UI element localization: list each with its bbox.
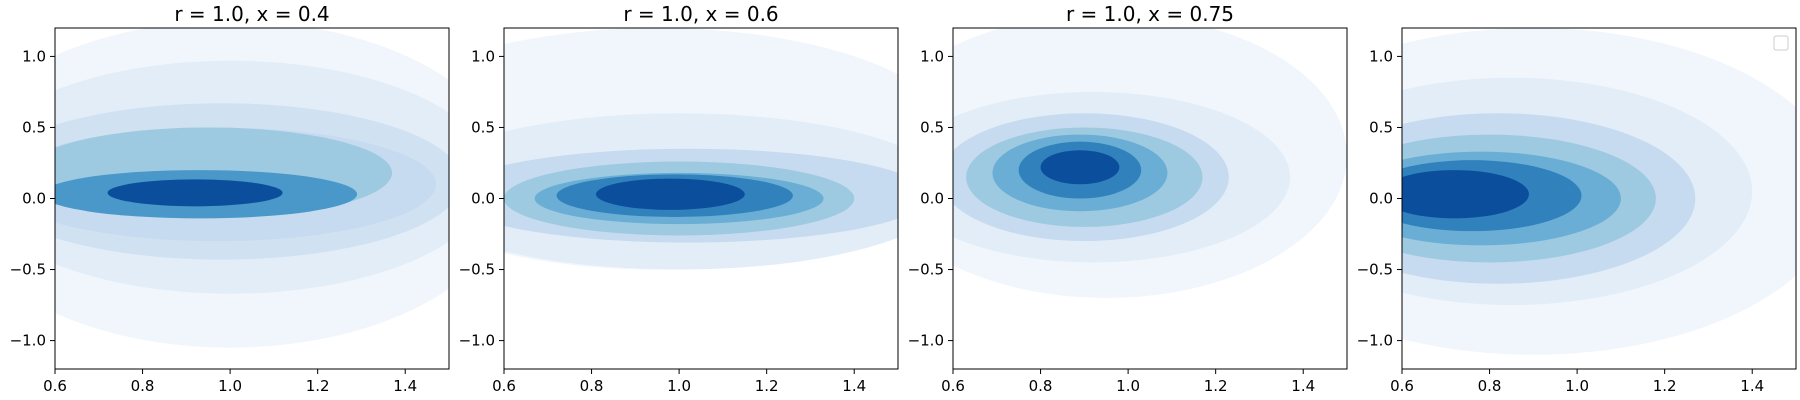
y-tick-label: 0.5 <box>22 118 46 136</box>
density-contours <box>55 28 449 348</box>
density-contours <box>953 28 1347 298</box>
x-tick-label: 1.2 <box>1204 377 1228 395</box>
subplot-2: 0.6 0.8 1.0 1.2 1.4 −1.0 −0.5 0.0 0.5 1.0 r = 1.0,… <box>459 2 899 395</box>
y-tick-label: 1.0 <box>920 47 944 65</box>
x-tick-label: 1.2 <box>1653 377 1677 395</box>
y-tick-label: −0.5 <box>908 261 944 279</box>
x-tick-label: 1.0 <box>1565 377 1589 395</box>
y-tick-label: −1.0 <box>459 332 495 350</box>
x-tick-label: 1.4 <box>393 377 417 395</box>
x-tick-label: 0.6 <box>492 377 516 395</box>
x-tick-label: 1.2 <box>755 377 779 395</box>
subplot-title: r = 1.0, x = 0.75 <box>1066 2 1234 26</box>
y-tick-label: 0.5 <box>471 118 495 136</box>
density-contours <box>504 28 898 270</box>
y-tick-label: −0.5 <box>10 261 46 279</box>
subplot-1: 0.6 0.8 1.0 1.2 1.4 −1.0 −0.5 0.0 0.5 1.0 r = 1.0,… <box>10 2 450 395</box>
contour-level-7 <box>595 178 745 210</box>
y-tick-label: −1.0 <box>10 332 46 350</box>
x-tick-label: 1.4 <box>842 377 866 395</box>
x-tick-label: 1.0 <box>1116 377 1140 395</box>
contour-level-7 <box>1402 170 1529 219</box>
x-tick-label: 0.8 <box>580 377 604 395</box>
y-tick-label: −1.0 <box>1357 332 1393 350</box>
x-tick-label: 1.4 <box>1740 377 1764 395</box>
contour-level-7 <box>107 179 283 207</box>
y-tick-label: 0.0 <box>471 190 495 208</box>
y-tick-label: 0.5 <box>920 118 944 136</box>
x-tick-label: 0.6 <box>43 377 67 395</box>
x-tick-label: 0.8 <box>1478 377 1502 395</box>
x-tick-label: 1.0 <box>667 377 691 395</box>
x-tick-label: 1.2 <box>306 377 330 395</box>
y-tick-label: 1.0 <box>471 47 495 65</box>
y-tick-label: −0.5 <box>459 261 495 279</box>
y-tick-label: −0.5 <box>1357 261 1393 279</box>
y-tick-label: 1.0 <box>1369 47 1393 65</box>
y-tick-label: 0.0 <box>22 190 46 208</box>
x-tick-label: 0.8 <box>131 377 155 395</box>
x-tick-label: 0.8 <box>1029 377 1053 395</box>
y-tick-label: 1.0 <box>22 47 46 65</box>
contour-level-7 <box>1040 150 1120 185</box>
x-tick-label: 1.4 <box>1291 377 1315 395</box>
density-contours <box>1402 28 1796 355</box>
y-tick-label: 0.0 <box>1369 190 1393 208</box>
subplot-title: r = 1.0, x = 0.6 <box>623 2 778 26</box>
x-tick-label: 0.6 <box>941 377 965 395</box>
subplot-3: 0.6 0.8 1.0 1.2 1.4 −1.0 −0.5 0.0 0.5 1.0 r = 1.0,… <box>908 2 1348 395</box>
subplot-title: r = 1.0, x = 0.4 <box>174 2 329 26</box>
x-tick-label: 1.0 <box>218 377 242 395</box>
y-tick-label: 0.0 <box>920 190 944 208</box>
x-tick-label: 0.6 <box>1390 377 1414 395</box>
subplot-4: 0.6 0.8 1.0 1.2 1.4 −1.0 −0.5 0.0 0.5 1.0 <box>1357 27 1797 395</box>
legend-box <box>1773 35 1789 51</box>
y-tick-label: 0.5 <box>1369 118 1393 136</box>
y-tick-label: −1.0 <box>908 332 944 350</box>
